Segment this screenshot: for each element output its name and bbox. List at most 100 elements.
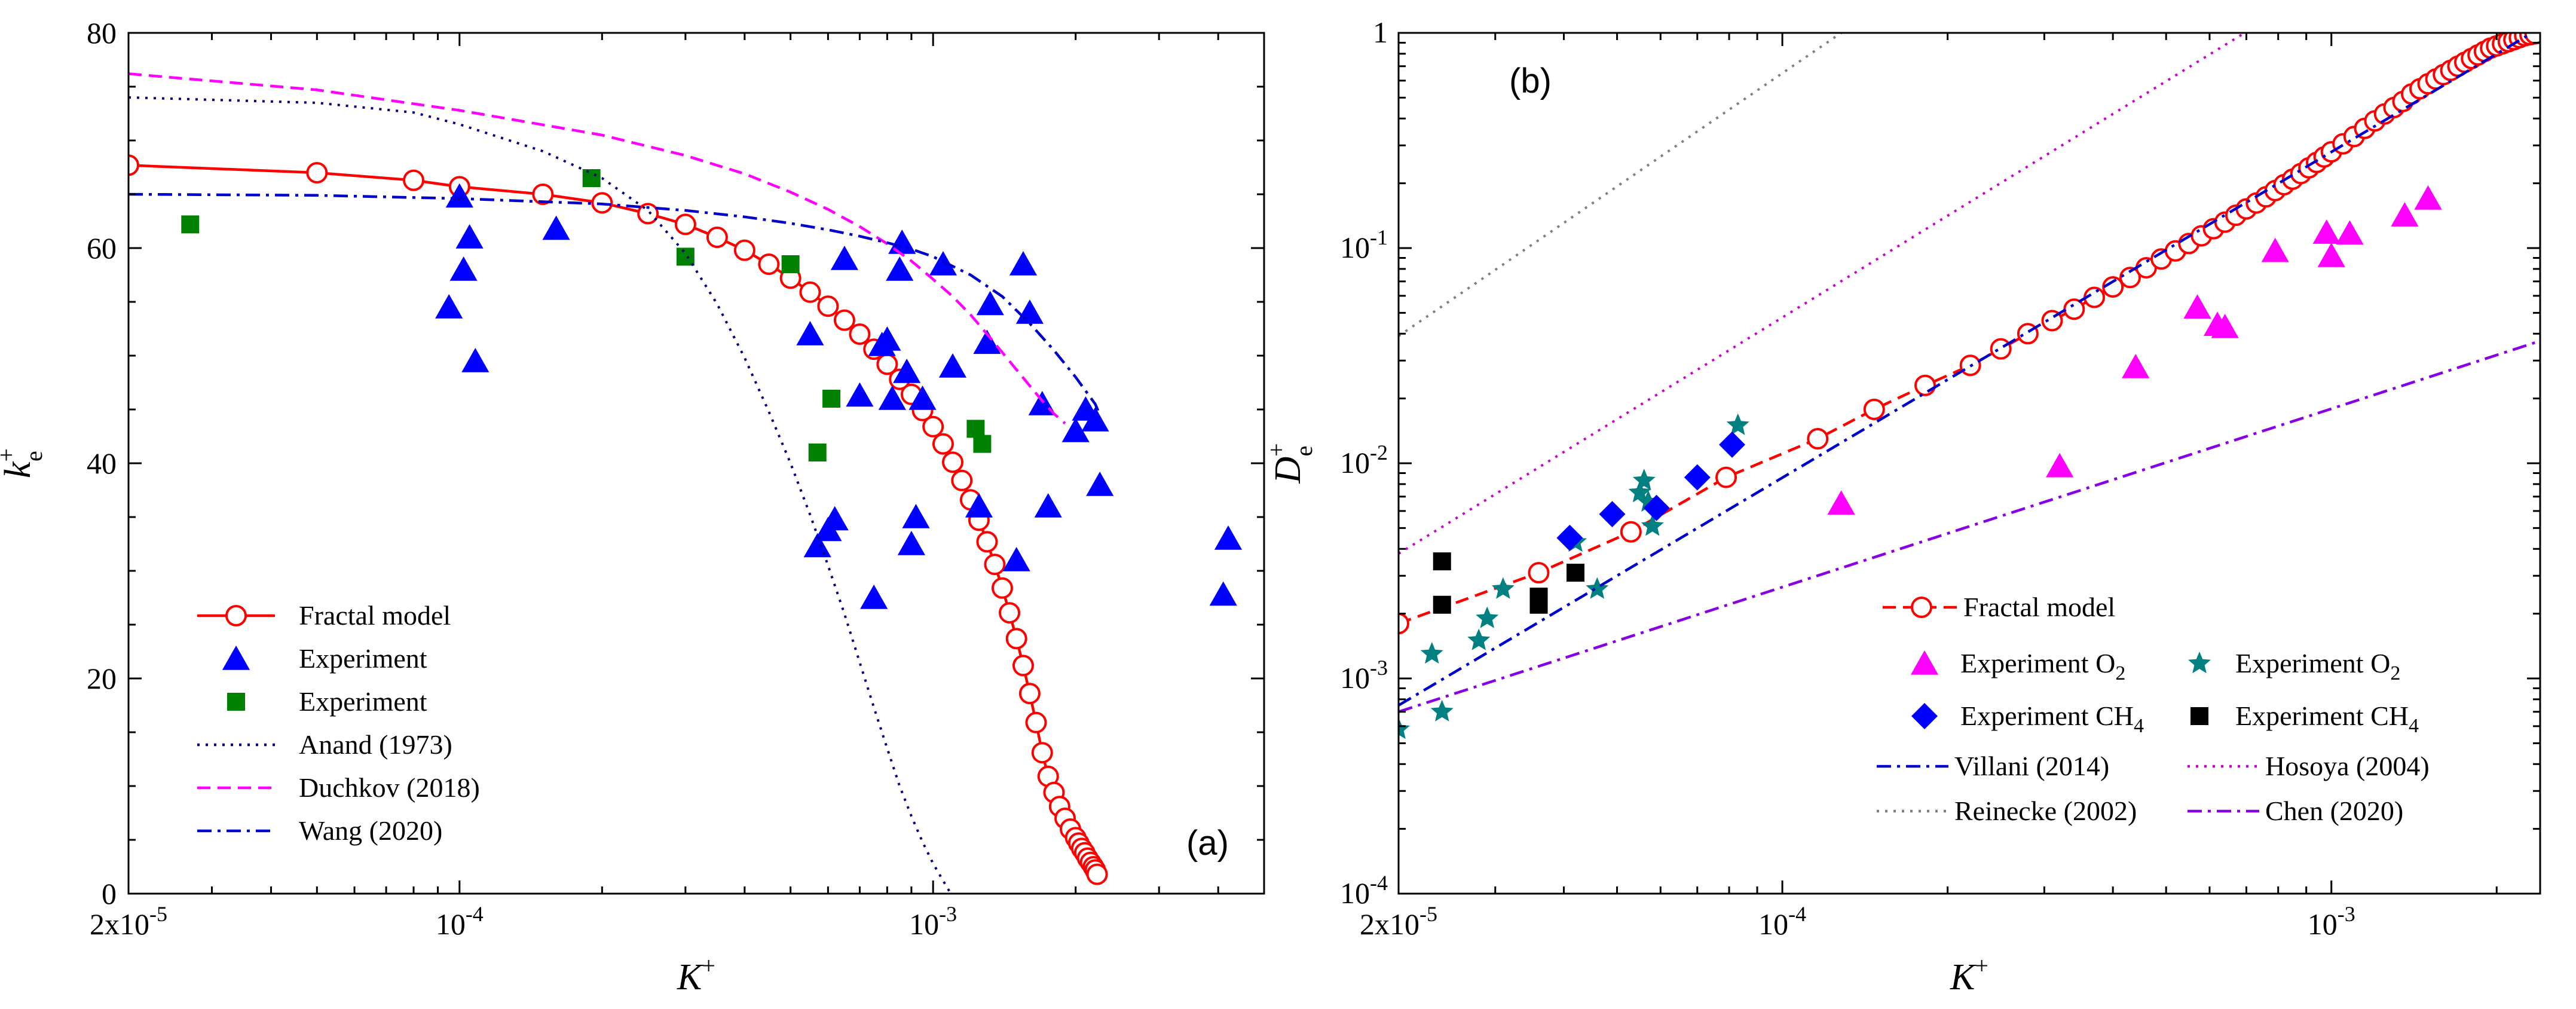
data-point-fractal_b xyxy=(1990,338,2012,360)
series-anand xyxy=(129,96,952,894)
b-x-tick-exp: -4 xyxy=(1788,902,1806,926)
b-x-tick-label: 10-3 xyxy=(2308,902,2355,941)
data-point-exp_green xyxy=(582,169,601,187)
data-point-exp_blue xyxy=(888,230,916,254)
legend-label: Experiment xyxy=(299,643,427,674)
data-point-fractal xyxy=(999,602,1021,624)
b-y-tick-exp: -4 xyxy=(1370,871,1388,895)
legend-label-main: Chen (2020) xyxy=(2265,796,2403,826)
series-exp_green xyxy=(181,169,992,461)
b-y-tick-base: 10 xyxy=(1340,876,1370,910)
legend-label: Fractal model xyxy=(1963,592,2115,622)
data-point-exp_o2_mag xyxy=(2312,219,2341,244)
legend-label: Wang (2020) xyxy=(299,815,442,846)
b-x-tick-exp: -3 xyxy=(2338,902,2355,926)
data-point-exp_blue xyxy=(1009,251,1038,276)
b-y-tick-label: 1 xyxy=(1373,16,1388,49)
data-point-fractal xyxy=(1018,683,1041,705)
data-point-fractal xyxy=(1005,628,1027,650)
data-point-fractal_b xyxy=(1399,613,1409,635)
data-point-fractal_b xyxy=(1863,398,1885,420)
series-reinecke xyxy=(1399,33,1842,337)
panel-b: 2x10-5 10-4 10-310-410-310-210-11K+D+e Fra… xyxy=(1263,16,2541,998)
data-point-fractal xyxy=(1086,863,1108,885)
legend-label-main: Villani (2014) xyxy=(1954,751,2109,781)
data-point-exp_green xyxy=(676,247,695,266)
a-x-tick-exp: -4 xyxy=(466,902,484,926)
legend-marker-exp_o2_mag xyxy=(1910,650,1939,675)
data-point-exp_green xyxy=(781,255,800,273)
panel-b-series xyxy=(1399,33,2540,739)
data-point-exp_o2_teal xyxy=(1430,699,1454,721)
data-point-exp_o2_mag xyxy=(2391,202,2419,227)
a-y-tick-label: 40 xyxy=(87,447,117,480)
legend-marker-exp_ch4_blue xyxy=(1911,703,1938,729)
legend-label: Experiment O2 xyxy=(1960,648,2125,684)
data-point-fractal xyxy=(532,184,554,205)
data-point-exp_o2_teal xyxy=(1632,469,1656,491)
data-point-exp_blue xyxy=(897,531,926,555)
b-x-tick-base: 2x10 xyxy=(1360,907,1419,941)
data-point-fractal xyxy=(733,239,755,261)
data-point-fractal xyxy=(817,295,839,317)
b-y-tick-base: 10 xyxy=(1340,661,1370,695)
data-point-fractal_b xyxy=(2119,267,2141,289)
a-x-axis-title-base: K xyxy=(677,957,704,998)
data-point-exp_blue xyxy=(1214,525,1243,550)
a-x-axis-title: K+ xyxy=(677,952,715,998)
data-point-fractal xyxy=(849,323,871,345)
data-point-exp_o2_teal xyxy=(1491,577,1515,599)
data-point-exp_blue xyxy=(1209,581,1237,606)
b-y-tick-exp: -2 xyxy=(1370,441,1388,464)
legend-label-main: Fractal model xyxy=(299,600,451,631)
a-x-tick-exp: -5 xyxy=(149,902,167,926)
a-y-axis-title-sub: e xyxy=(20,451,47,461)
data-point-fractal xyxy=(129,154,139,176)
data-point-exp_green xyxy=(973,435,992,453)
legend-marker-exp_ch4_black xyxy=(2190,707,2208,725)
b-x-tick-base: 10 xyxy=(1758,907,1788,941)
legend-label: Fractal model xyxy=(299,600,451,631)
a-y-tick-label: 80 xyxy=(87,16,117,50)
data-point-exp_ch4_blue xyxy=(1684,464,1711,491)
data-point-exp_ch4_blue xyxy=(1556,524,1583,551)
a-y-tick-label: 0 xyxy=(102,877,117,910)
data-point-exp_blue xyxy=(893,359,921,383)
legend-label-main: Experiment xyxy=(299,643,427,674)
a-axis-frame xyxy=(127,32,1265,895)
b-x-axis-title: K+ xyxy=(1950,952,1988,998)
data-point-exp_o2_teal xyxy=(1467,628,1491,650)
a-x-tick-base: 2x10 xyxy=(90,907,149,941)
data-point-exp_blue xyxy=(873,326,901,351)
b-y-tick-base: 10 xyxy=(1340,446,1370,479)
legend-label: Experiment CH4 xyxy=(2235,701,2419,737)
a-y-tick-label: 20 xyxy=(87,662,117,695)
series-exp_ch4_blue xyxy=(1556,431,1746,551)
data-point-fractal xyxy=(984,554,1006,576)
b-x-tick-base: 10 xyxy=(2308,907,2338,941)
data-point-exp_blue xyxy=(445,183,473,208)
data-point-exp_blue xyxy=(1086,472,1114,496)
legend-label-main: Duchkov (2018) xyxy=(299,772,480,803)
data-point-exp_ch4_black xyxy=(1567,564,1585,582)
a-x-tick-label: 2x10-5 xyxy=(90,902,167,941)
data-point-fractal xyxy=(758,253,780,275)
a-y-axis-title-base: k xyxy=(0,461,38,478)
legend-marker-exp_o2_teal xyxy=(2188,652,2211,674)
a-y-axis-title-sup: + xyxy=(0,448,20,462)
data-point-fractal_b xyxy=(1528,562,1550,584)
series-line-reinecke xyxy=(1399,33,1842,337)
panel-b-axes: 2x10-5 10-4 10-310-410-310-210-11K+D+e xyxy=(1263,16,2541,998)
legend-label-main: Hosoya (2004) xyxy=(2265,751,2430,781)
data-point-exp_o2_teal xyxy=(1641,514,1664,536)
b-y-tick-exp: -3 xyxy=(1370,656,1388,680)
legend-label: Chen (2020) xyxy=(2265,796,2403,826)
data-point-exp_blue xyxy=(455,224,484,249)
data-point-fractal xyxy=(674,213,696,236)
legend-label: Anand (1973) xyxy=(299,729,452,760)
legend-label-main: Experiment CH xyxy=(1960,701,2134,731)
b-y-tick-label: 10-2 xyxy=(1340,441,1388,479)
b-y-tick-exp: -1 xyxy=(1370,225,1388,249)
data-point-exp_o2_mag xyxy=(2046,452,2074,478)
